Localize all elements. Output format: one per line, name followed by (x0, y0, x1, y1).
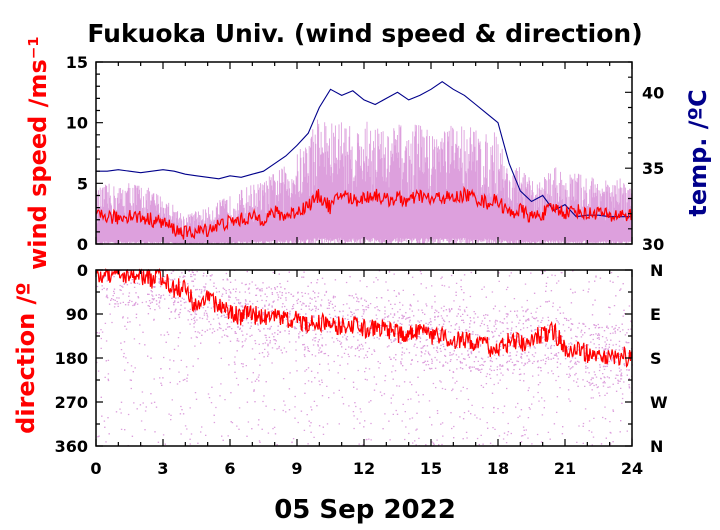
temperature-tick-label: 30 (642, 235, 664, 254)
temperature-axis-label: temp. /ºC (684, 89, 712, 216)
direction-panel: 0 90 180 270 360 N E S W N 0 3 6 9 12 15 18 21 24 (55, 261, 668, 478)
gust-series (95, 119, 633, 244)
bottom-tick-lines (95, 269, 633, 447)
wind-speed-axis-label: wind speed /ms⁻¹ (24, 36, 52, 270)
wind-speed-line (95, 185, 633, 240)
temperature-tick-label: 40 (642, 83, 664, 102)
temperature-line (96, 81, 632, 218)
hour-tick-label: 18 (487, 459, 509, 478)
gust-bars (95, 119, 633, 244)
compass-tick-label: N (650, 437, 663, 456)
compass-tick-label: N (650, 261, 663, 280)
direction-tick-label: 0 (77, 261, 88, 280)
direction-line (95, 267, 633, 368)
compass-tick-label: W (650, 393, 668, 412)
direction-tick-label: 360 (55, 437, 88, 456)
direction-tick-label: 90 (66, 305, 88, 324)
wind-speed-tick-label: 15 (66, 53, 88, 72)
top-tick-marks (95, 61, 633, 245)
direction-scatter-points (96, 269, 633, 447)
compass-tick-labels: N E S W N (650, 261, 668, 456)
hour-tick-label: 9 (291, 459, 302, 478)
hour-tick-label: 3 (157, 459, 168, 478)
wind-speed-tick-labels: 0 5 10 15 (66, 53, 88, 254)
hour-tick-label: 24 (621, 459, 643, 478)
hour-tick-label: 12 (353, 459, 375, 478)
direction-scatter-series (96, 269, 633, 447)
hour-tick-label: 15 (420, 459, 442, 478)
hour-tick-label: 21 (554, 459, 576, 478)
direction-tick-label: 180 (55, 349, 88, 368)
wind-speed-series (95, 185, 633, 240)
direction-tick-labels: 0 90 180 270 360 (55, 261, 88, 456)
wind-speed-tick-label: 0 (77, 235, 88, 254)
temperature-series (96, 81, 632, 218)
direction-tick-label: 270 (55, 393, 88, 412)
hour-tick-labels: 0 3 6 9 12 15 18 21 24 (90, 459, 643, 478)
wind-speed-tick-label: 10 (66, 114, 88, 133)
top-tick-lines (95, 61, 633, 245)
temperature-tick-labels: 30 35 40 (642, 83, 664, 254)
wind-speed-tick-label: 5 (77, 174, 88, 193)
compass-tick-label: S (650, 349, 662, 368)
wind-speed-panel: 0 5 10 15 30 35 40 (66, 53, 665, 254)
direction-axis-label: direction /º (12, 282, 40, 434)
hour-tick-label: 0 (90, 459, 101, 478)
hour-tick-label: 6 (224, 459, 235, 478)
temperature-tick-label: 35 (642, 159, 664, 178)
compass-tick-label: E (650, 305, 661, 324)
date-label: 05 Sep 2022 (274, 495, 456, 525)
direction-series (95, 267, 633, 368)
bottom-tick-marks (95, 269, 633, 447)
chart-title: Fukuoka Univ. (wind speed & direction) (87, 19, 642, 48)
